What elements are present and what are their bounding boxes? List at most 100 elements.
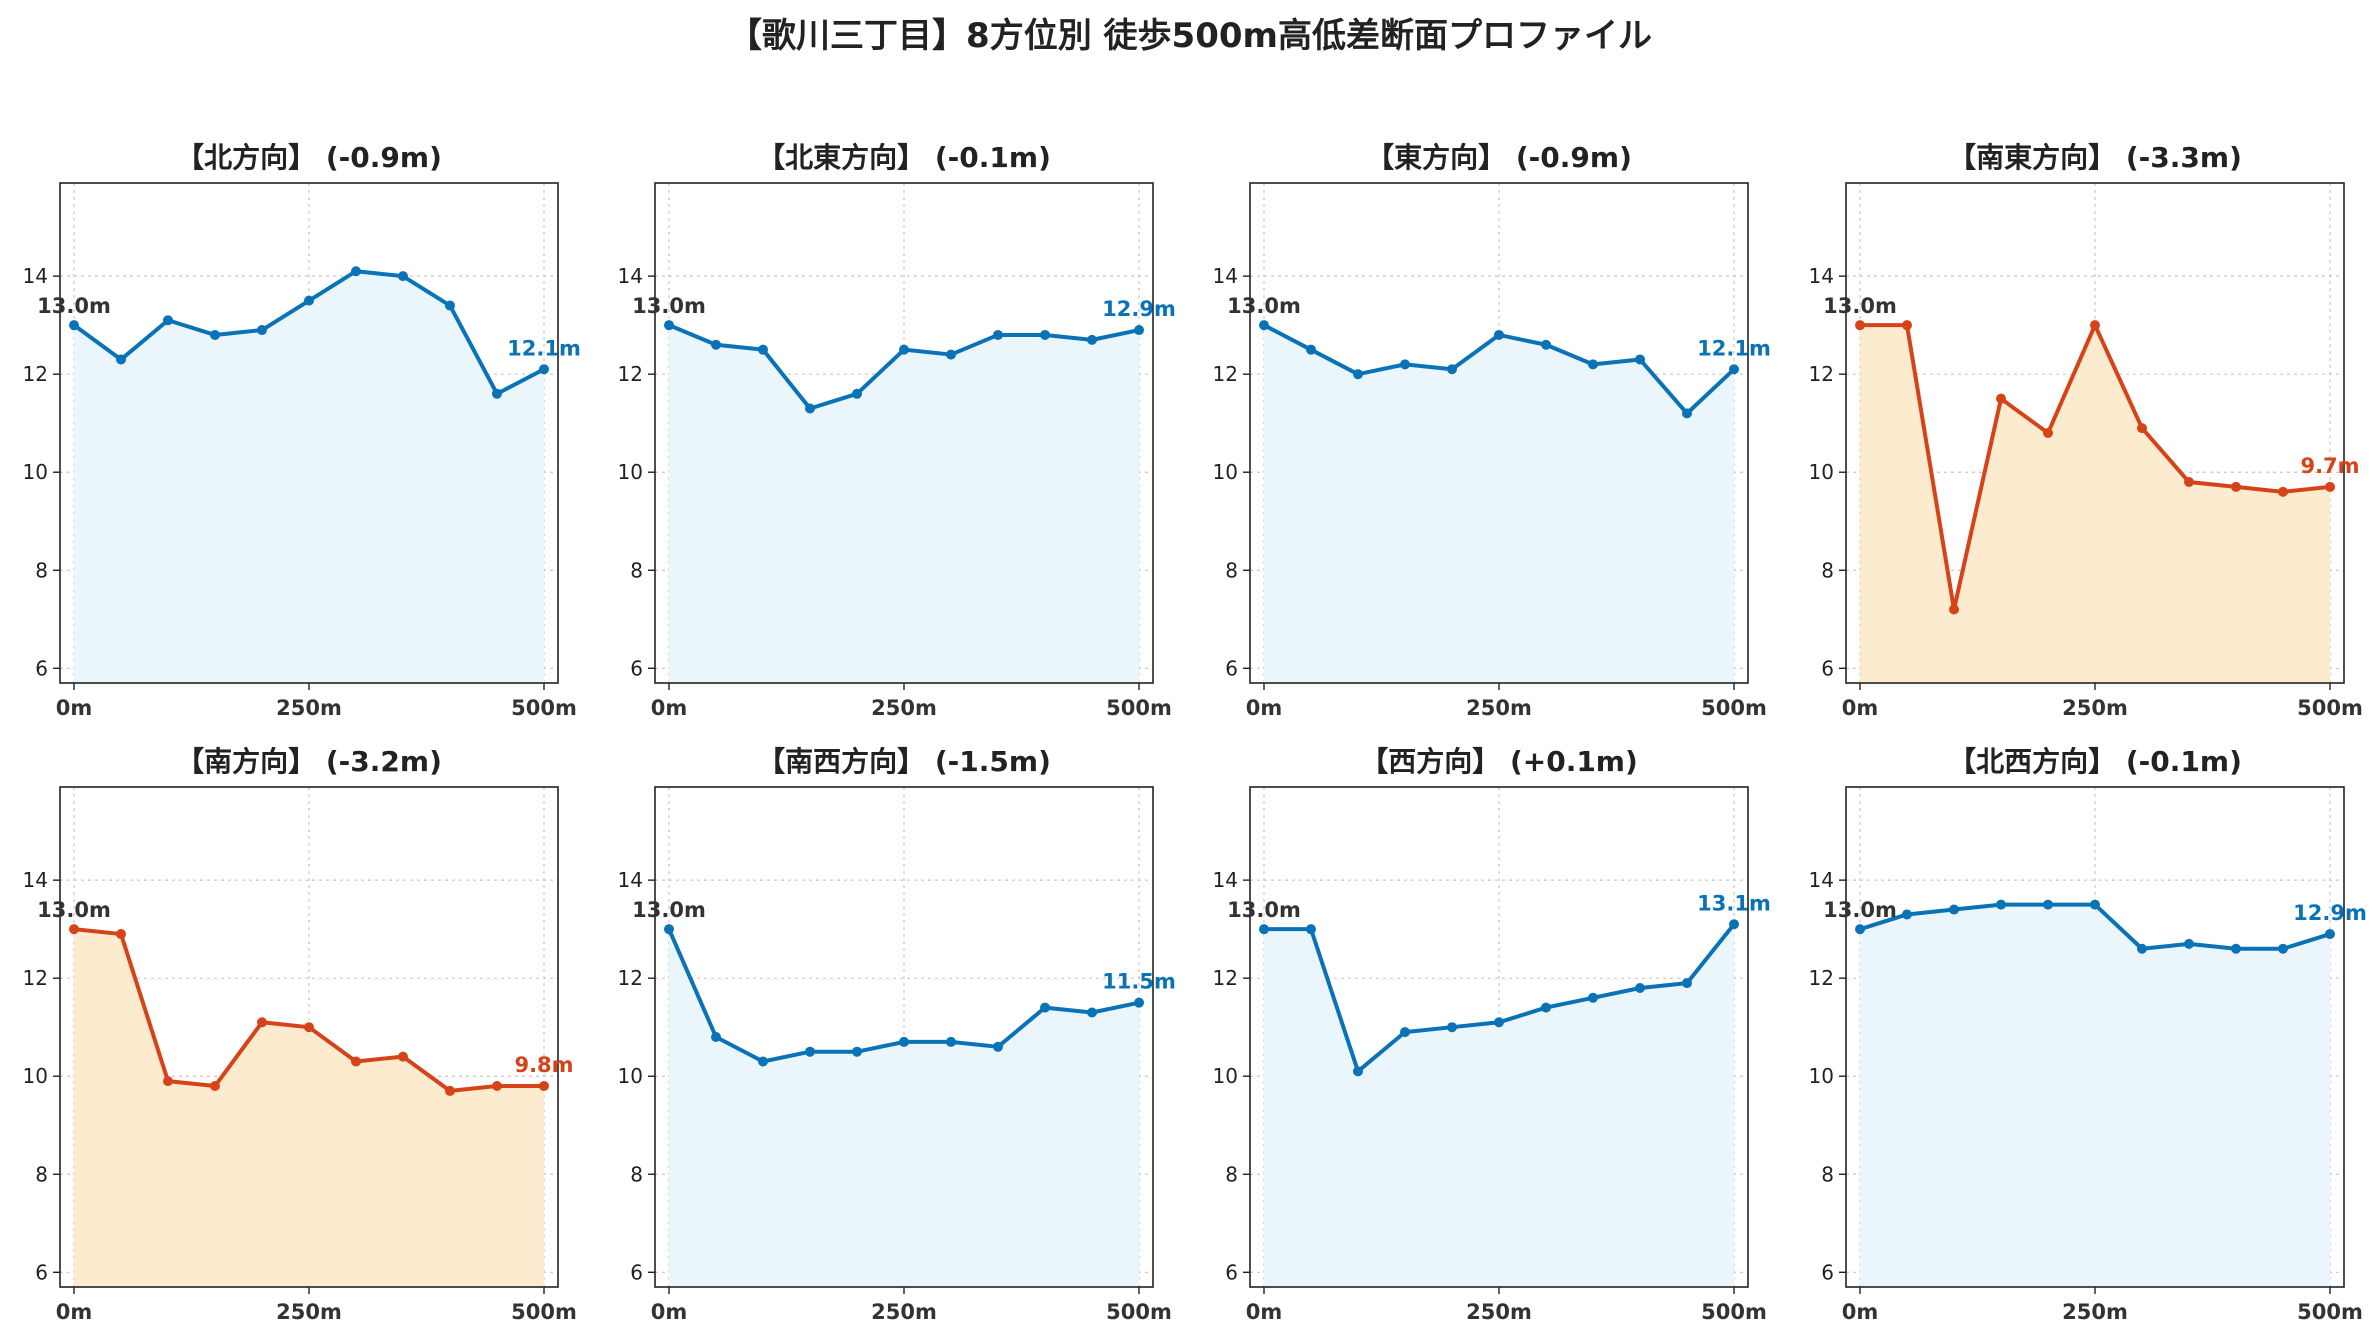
x-tick-label: 500m [1106,1300,1172,1324]
x-tick-label: 250m [1466,1300,1532,1324]
panel-5: 6 8 10 12 14 0m 250m 500m 【南西方向】 (-1.5m) 13.0m 11.… [618,745,1176,1324]
x-tick-label: 500m [2297,696,2363,720]
x-tick-label: 500m [1701,1300,1767,1324]
end-value-label: 9.8m [514,1053,573,1077]
data-point [1494,329,1504,340]
x-tick-label: 0m [1842,696,1879,720]
data-point [758,1056,768,1067]
data-point [2325,481,2335,492]
data-point [1588,359,1598,370]
y-tick-label: 6 [630,1260,643,1284]
elevation-area [669,325,1139,683]
data-point [2325,929,2335,940]
y-tick-label: 14 [1213,868,1238,892]
y-tick-label: 12 [618,966,643,990]
data-point [899,344,909,355]
y-tick-label: 6 [35,656,48,680]
y-tick-label: 8 [1821,1162,1834,1186]
x-tick-label: 0m [1246,696,1283,720]
end-value-label: 9.7m [2300,454,2359,478]
data-point [1682,978,1692,989]
data-point [539,1081,549,1092]
y-tick-label: 8 [35,1162,48,1186]
x-tick-label: 250m [2062,1300,2128,1324]
y-tick-label: 6 [35,1260,48,1284]
data-point [2137,943,2147,954]
data-point [1040,1002,1050,1013]
data-point [1902,320,1912,331]
x-tick-label: 0m [1246,1300,1283,1324]
panel-0: 6 8 10 12 14 0m 250m 500m 【北方向】 (-0.9m) 13.0m 12.1… [23,141,581,720]
y-tick-label: 10 [618,1064,643,1088]
x-tick-label: 0m [56,696,93,720]
y-tick-label: 6 [1225,656,1238,680]
y-tick-label: 14 [23,868,48,892]
data-point [2137,423,2147,434]
x-tick-label: 250m [2062,696,2128,720]
y-tick-label: 14 [618,868,643,892]
x-tick-label: 250m [1466,696,1532,720]
data-point [2090,899,2100,910]
data-point [899,1036,909,1047]
data-point [805,403,815,414]
data-point [1541,1002,1551,1013]
data-point [993,1041,1003,1052]
x-tick-label: 500m [511,1300,577,1324]
elevation-area [1264,924,1734,1287]
y-tick-label: 12 [23,362,48,386]
y-tick-label: 6 [1821,656,1834,680]
data-point [852,388,862,399]
data-point [805,1046,815,1057]
data-point [1087,334,1097,345]
data-point [1087,1007,1097,1018]
data-point [2231,481,2241,492]
data-point [257,325,267,336]
data-point [993,329,1003,340]
end-value-label: 13.1m [1697,891,1771,915]
elevation-area [1860,904,2330,1287]
data-point [664,924,674,935]
y-tick-label: 14 [1809,264,1834,288]
y-tick-label: 6 [1225,1260,1238,1284]
data-point [492,1081,502,1092]
y-tick-label: 14 [1809,868,1834,892]
data-point [1949,904,1959,915]
y-tick-label: 12 [618,362,643,386]
data-point [1040,329,1050,340]
panel-title: 【南西方向】 (-1.5m) [757,745,1051,778]
x-tick-label: 0m [56,1300,93,1324]
data-point [304,1022,314,1033]
y-tick-label: 10 [23,1064,48,1088]
data-point [445,1085,455,1096]
data-point [946,349,956,360]
data-point [398,271,408,282]
data-point [1400,1027,1410,1038]
data-point [163,315,173,326]
y-tick-label: 6 [630,656,643,680]
data-point [1400,359,1410,370]
end-value-label: 12.1m [1697,336,1771,360]
start-value-label: 13.0m [1227,294,1301,318]
data-point [1541,339,1551,350]
start-value-label: 13.0m [37,294,111,318]
data-point [163,1076,173,1087]
data-point [852,1046,862,1057]
data-point [1729,364,1739,375]
y-tick-label: 10 [1809,1064,1834,1088]
data-point [69,320,79,331]
end-value-label: 12.1m [507,336,581,360]
x-tick-label: 500m [1701,696,1767,720]
data-point [1353,1066,1363,1077]
x-tick-label: 250m [276,1300,342,1324]
y-tick-label: 8 [630,1162,643,1186]
data-point [946,1036,956,1047]
data-point [1447,364,1457,375]
elevation-area [74,929,544,1287]
start-value-label: 13.0m [37,898,111,922]
panel-3: 6 8 10 12 14 0m 250m 500m 【南東方向】 (-3.3m) 13.0m 9.7… [1809,141,2363,720]
x-tick-label: 250m [871,696,937,720]
y-tick-label: 12 [1213,362,1238,386]
panel-title: 【西方向】 (+0.1m) [1360,745,1638,778]
data-point [210,329,220,340]
